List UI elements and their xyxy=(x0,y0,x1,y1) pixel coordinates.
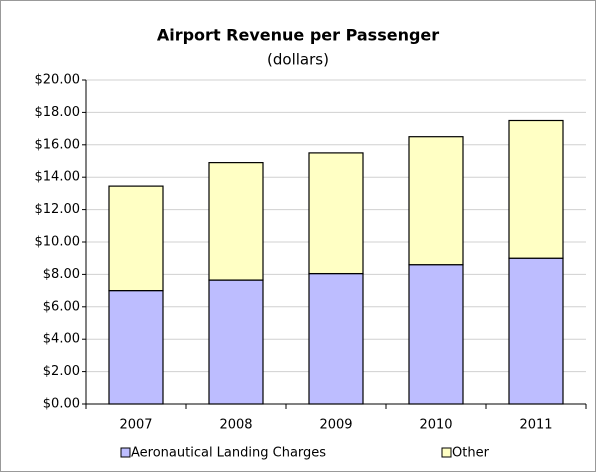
bar-segment xyxy=(408,264,464,405)
x-tick-label: 2009 xyxy=(319,418,352,433)
x-tick-label: 2010 xyxy=(419,418,452,433)
bar-segment xyxy=(308,152,364,275)
y-tick-label: $12.00 xyxy=(35,202,81,217)
y-tick-label: $0.00 xyxy=(43,397,80,412)
y-tick-label: $20.00 xyxy=(35,73,81,88)
y-tick-label: $16.00 xyxy=(35,137,81,152)
bar-segment xyxy=(408,136,464,266)
bar-segment xyxy=(108,290,164,405)
bar-segment xyxy=(308,272,364,405)
bar-segment xyxy=(508,257,564,405)
bar-segment xyxy=(208,279,264,405)
y-tick-label: $2.00 xyxy=(43,364,80,379)
bar-segment xyxy=(208,162,264,281)
legend-swatch xyxy=(441,447,452,458)
x-tick-label: 2008 xyxy=(219,418,252,433)
y-tick-label: $10.00 xyxy=(35,235,81,250)
y-tick-label: $4.00 xyxy=(43,332,80,347)
bar-segment xyxy=(508,119,564,259)
y-tick-label: $8.00 xyxy=(43,267,80,282)
y-tick-label: $18.00 xyxy=(35,105,81,120)
legend-label: Other xyxy=(452,446,490,461)
y-tick-label: $14.00 xyxy=(35,170,81,185)
legend-swatch xyxy=(120,447,131,458)
x-tick-label: 2007 xyxy=(119,418,152,433)
chart-subtitle: (dollars) xyxy=(267,51,329,69)
legend-label: Aeronautical Landing Charges xyxy=(131,446,326,461)
x-tick-label: 2011 xyxy=(519,418,552,433)
bar-segment xyxy=(108,185,164,292)
chart-title: Airport Revenue per Passenger xyxy=(157,26,439,45)
y-tick-label: $6.00 xyxy=(43,299,80,314)
